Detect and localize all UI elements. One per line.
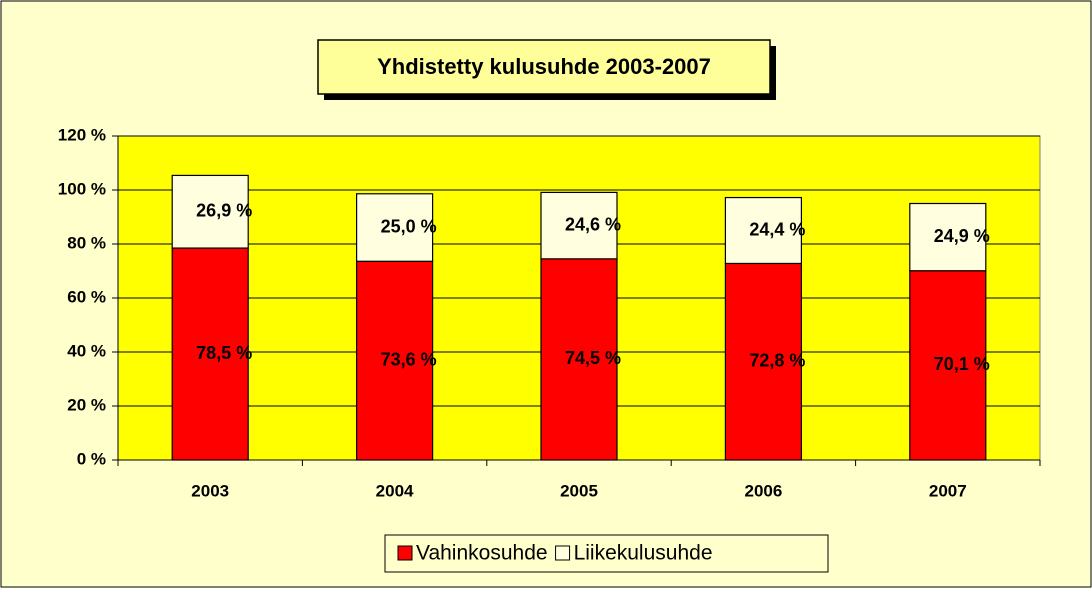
bar-segment — [540, 258, 618, 461]
chart-title: Yhdistetty kulusuhde 2003-2007 — [377, 54, 711, 79]
y-tick-label: 100 % — [58, 179, 106, 198]
y-tick-label: 0 % — [77, 449, 106, 468]
y-tick-label: 60 % — [67, 287, 106, 306]
bar-segment — [356, 193, 434, 262]
x-tick-label: 2005 — [560, 481, 598, 500]
y-tick-label: 40 % — [67, 341, 106, 360]
legend-label: Liikekulusuhde — [574, 542, 713, 565]
bar-segment — [909, 270, 987, 461]
x-tick-label: 2004 — [376, 481, 414, 500]
data-label: 24,9 % — [934, 226, 990, 246]
y-tick-label: 80 % — [67, 233, 106, 252]
data-label: 70,1 % — [934, 354, 990, 374]
data-label: 24,4 % — [749, 219, 805, 239]
legend-swatch — [397, 545, 413, 561]
legend-label: Vahinkosuhde — [416, 542, 548, 565]
bar-segment — [171, 247, 249, 461]
bar-segment — [356, 260, 434, 461]
legend-box — [384, 534, 829, 573]
title-box — [317, 39, 771, 95]
bar-segment — [724, 262, 803, 461]
legend-swatch — [555, 545, 571, 561]
data-label: 74,5 % — [565, 348, 621, 368]
bar-segment — [909, 202, 987, 272]
data-label: 72,8 % — [749, 350, 805, 370]
y-tick-label: 120 % — [58, 125, 106, 144]
x-tick-label: 2007 — [929, 481, 967, 500]
data-label: 24,6 % — [565, 214, 621, 234]
data-label: 73,6 % — [381, 349, 437, 369]
bar-segment — [171, 174, 249, 249]
data-label: 25,0 % — [381, 216, 437, 236]
x-tick-label: 2006 — [744, 481, 782, 500]
bar-segment — [540, 191, 618, 260]
data-label: 26,9 % — [196, 200, 252, 220]
x-tick-label: 2003 — [191, 481, 229, 500]
bar-segment — [724, 196, 803, 265]
y-tick-label: 20 % — [67, 395, 106, 414]
data-label: 78,5 % — [196, 343, 252, 363]
